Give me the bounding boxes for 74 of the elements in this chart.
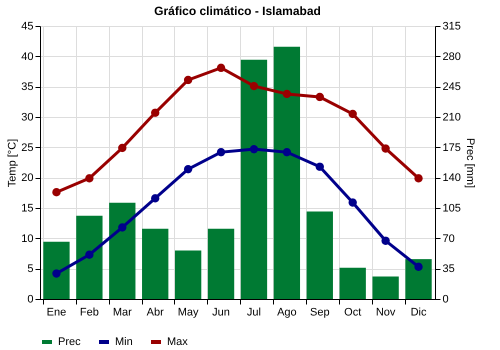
point (348, 198, 357, 207)
y2-tick-label: 175 (442, 142, 461, 154)
x-tick-label: May (178, 306, 200, 318)
x-tick-label: Mar (112, 306, 132, 318)
y-tick-label: 35 (21, 81, 34, 94)
point (381, 236, 390, 245)
bar (76, 216, 103, 299)
y2-tick-label: 70 (442, 232, 455, 245)
point (250, 82, 258, 90)
x-tick-label: Nov (376, 306, 396, 318)
point (282, 90, 292, 98)
y2-tick-label: 315 (442, 20, 461, 32)
point (52, 188, 61, 196)
point (414, 174, 423, 182)
point (151, 194, 160, 202)
point (118, 223, 126, 232)
x-tick-label: Oct (344, 306, 362, 318)
y2-axis-title: Prec [mm] (464, 138, 476, 188)
point (184, 76, 192, 84)
point (216, 148, 226, 156)
point (85, 250, 94, 259)
x-tick-label: Jun (212, 306, 230, 318)
point (216, 64, 226, 72)
point (282, 148, 292, 156)
bar (174, 250, 202, 299)
point (151, 108, 160, 117)
chart-title: Gráfico climático - Islamabad (154, 4, 321, 18)
y2-tick-label: 245 (442, 81, 461, 94)
y-tick-label: 30 (21, 112, 34, 124)
bar (43, 242, 70, 299)
legend-label: Prec (58, 336, 82, 348)
y2-tick-label: 0 (442, 294, 449, 306)
x-tick-label: Dic (410, 306, 427, 318)
x-tick-label: Abr (146, 306, 164, 318)
y2-tick-label: 280 (442, 50, 461, 63)
y2-tick-label: 35 (442, 263, 455, 276)
y-axis-title: Temp [°C] (6, 138, 18, 188)
point (381, 144, 390, 153)
y-tick-label: 40 (21, 50, 34, 63)
bar (240, 60, 268, 299)
y2-tick-label: 140 (442, 172, 461, 184)
x-tick-label: Ene (46, 306, 66, 318)
x-tick-label: Jul (246, 306, 261, 318)
legend-label: Max (167, 336, 188, 348)
x-tick-label: Feb (80, 306, 99, 318)
point (414, 262, 423, 272)
legend-label: Min (115, 336, 133, 348)
point (348, 110, 357, 118)
bar (340, 268, 366, 299)
y2-tick-label: 210 (442, 112, 461, 124)
bar (274, 46, 300, 299)
point (250, 144, 258, 154)
y-tick-label: 10 (21, 232, 34, 245)
y2-tick-label: 105 (442, 202, 461, 214)
point (316, 162, 324, 171)
point (118, 144, 126, 152)
x-tick-label: Sep (310, 306, 330, 318)
y-tick-label: 45 (21, 20, 34, 32)
bar (306, 211, 333, 299)
point (52, 269, 61, 278)
bar (405, 259, 432, 299)
bar (109, 202, 136, 299)
bar (372, 276, 399, 299)
y-tick-label: 25 (21, 142, 34, 154)
point (184, 165, 192, 174)
bar (208, 228, 234, 299)
y-tick-label: 15 (21, 202, 34, 214)
point (316, 92, 324, 102)
bar (142, 228, 168, 299)
x-tick-label: Ago (277, 306, 297, 318)
y-tick-label: 5 (27, 263, 34, 276)
y-tick-label: 0 (27, 294, 34, 306)
y-tick-label: 20 (21, 172, 34, 184)
point (85, 174, 94, 182)
